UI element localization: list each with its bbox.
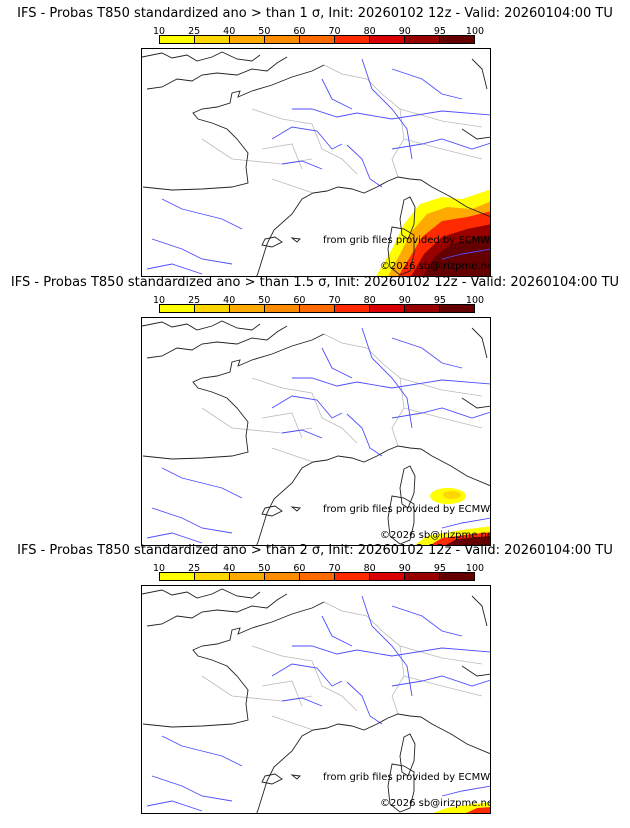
colorbar-tick-label: 80 bbox=[363, 26, 376, 37]
colorbar-tick-label: 95 bbox=[433, 26, 446, 37]
probability-field bbox=[432, 802, 490, 813]
colorbar-tick-label: 90 bbox=[398, 563, 411, 574]
colorbar-swatch bbox=[300, 36, 335, 43]
colorbar-swatch bbox=[195, 305, 230, 312]
colorbar-swatch bbox=[265, 36, 300, 43]
colorbar-tick-label: 10 bbox=[152, 295, 166, 306]
colorbar-swatch bbox=[160, 305, 195, 312]
colorbar-tick-label: 50 bbox=[258, 295, 271, 306]
colorbar-swatch bbox=[440, 573, 474, 580]
copyright-credit: ©2026 sb@irizpme.net bbox=[380, 261, 491, 272]
source-credit: from grib files provided by ECMWF bbox=[323, 772, 491, 783]
colorbar: 10 25 40 50 60 70 80 90 95 100 bbox=[153, 563, 484, 583]
probability-map: from grib files provided by ECMWF ©2026 … bbox=[141, 317, 491, 546]
colorbar-tick-label: 70 bbox=[328, 563, 341, 574]
colorbar-tick-label: 100 bbox=[465, 295, 485, 306]
coastlines bbox=[142, 320, 490, 545]
chart-title: IFS - Probas T850 standardized ano > tha… bbox=[17, 6, 613, 21]
probability-panel: IFS - Probas T850 standardized ano > tha… bbox=[0, 537, 630, 814]
colorbar-tick-label: 25 bbox=[188, 295, 201, 306]
colorbar-swatch bbox=[440, 305, 474, 312]
colorbar-tick-label: 100 bbox=[465, 563, 485, 574]
colorbar-swatch bbox=[335, 573, 370, 580]
colorbar-tick-label: 40 bbox=[223, 563, 236, 574]
probability-panel: IFS - Probas T850 standardized ano > tha… bbox=[0, 269, 630, 546]
colorbar-swatch bbox=[370, 573, 405, 580]
copyright-credit: ©2026 sb@irizpme.net bbox=[380, 798, 491, 809]
rivers bbox=[146, 595, 490, 812]
colorbar-tick-label: 10 bbox=[152, 563, 166, 574]
colorbar-tick-label: 80 bbox=[363, 563, 376, 574]
colorbar-swatch bbox=[265, 573, 300, 580]
colorbar-tick-label: 60 bbox=[293, 295, 306, 306]
colorbar-tick-label: 80 bbox=[363, 295, 376, 306]
admin-borders bbox=[201, 333, 483, 463]
colorbar-swatch bbox=[405, 36, 440, 43]
colorbar-tick-label: 40 bbox=[223, 295, 236, 306]
colorbar-tick-label: 50 bbox=[258, 563, 271, 574]
colorbar-swatch bbox=[265, 305, 300, 312]
colorbar-tick-label: 50 bbox=[258, 26, 271, 37]
colorbar-tick-label: 90 bbox=[398, 26, 411, 37]
colorbar-tick-label: 40 bbox=[223, 26, 236, 37]
colorbar-tick-label: 70 bbox=[328, 26, 341, 37]
colorbar-tick-label: 70 bbox=[328, 295, 341, 306]
colorbar-tick-label: 60 bbox=[293, 563, 306, 574]
admin-borders bbox=[201, 601, 483, 731]
admin-borders bbox=[201, 64, 483, 194]
colorbar-swatch bbox=[405, 573, 440, 580]
copyright-credit: ©2026 sb@irizpme.net bbox=[380, 530, 491, 541]
source-credit: from grib files provided by ECMWF bbox=[323, 504, 491, 515]
colorbar-tick-label: 25 bbox=[188, 563, 201, 574]
colorbar-swatch bbox=[160, 36, 195, 43]
probability-field bbox=[414, 488, 490, 545]
colorbar: 10 25 40 50 60 70 80 90 95 100 bbox=[153, 26, 484, 46]
colorbar-tick-label: 95 bbox=[433, 563, 446, 574]
colorbar-swatch bbox=[300, 573, 335, 580]
colorbar-swatch bbox=[195, 36, 230, 43]
source-credit: from grib files provided by ECMWF bbox=[323, 235, 491, 246]
colorbar-tick-label: 10 bbox=[152, 26, 166, 37]
rivers bbox=[146, 327, 490, 544]
colorbar-swatch bbox=[195, 573, 230, 580]
colorbar-swatch bbox=[370, 305, 405, 312]
colorbar-swatch bbox=[405, 305, 440, 312]
colorbar-tick-label: 60 bbox=[293, 26, 306, 37]
colorbar-swatch bbox=[230, 573, 265, 580]
colorbar-swatch bbox=[300, 305, 335, 312]
chart-title: IFS - Probas T850 standardized ano > tha… bbox=[17, 543, 613, 558]
colorbar-tick-label: 100 bbox=[465, 26, 485, 37]
colorbar-swatch bbox=[370, 36, 405, 43]
coastlines bbox=[142, 588, 490, 813]
probability-map: from grib files provided by ECMWF ©2026 … bbox=[141, 585, 491, 814]
colorbar-swatch bbox=[230, 305, 265, 312]
colorbar-tick-label: 90 bbox=[398, 295, 411, 306]
probability-panel: IFS - Probas T850 standardized ano > tha… bbox=[0, 0, 630, 277]
colorbar: 10 25 40 50 60 70 80 90 95 100 bbox=[153, 295, 484, 315]
colorbar-swatch bbox=[335, 305, 370, 312]
colorbar-swatch bbox=[335, 36, 370, 43]
colorbar-swatch bbox=[230, 36, 265, 43]
chart-title: IFS - Probas T850 standardized ano > tha… bbox=[10, 275, 620, 290]
rivers bbox=[146, 58, 490, 275]
coastlines bbox=[142, 51, 490, 276]
colorbar-tick-label: 25 bbox=[188, 26, 201, 37]
colorbar-swatch bbox=[160, 573, 195, 580]
colorbar-tick-label: 95 bbox=[433, 295, 446, 306]
colorbar-swatch bbox=[440, 36, 474, 43]
probability-map: from grib files provided by ECMWF ©2026 … bbox=[141, 48, 491, 277]
